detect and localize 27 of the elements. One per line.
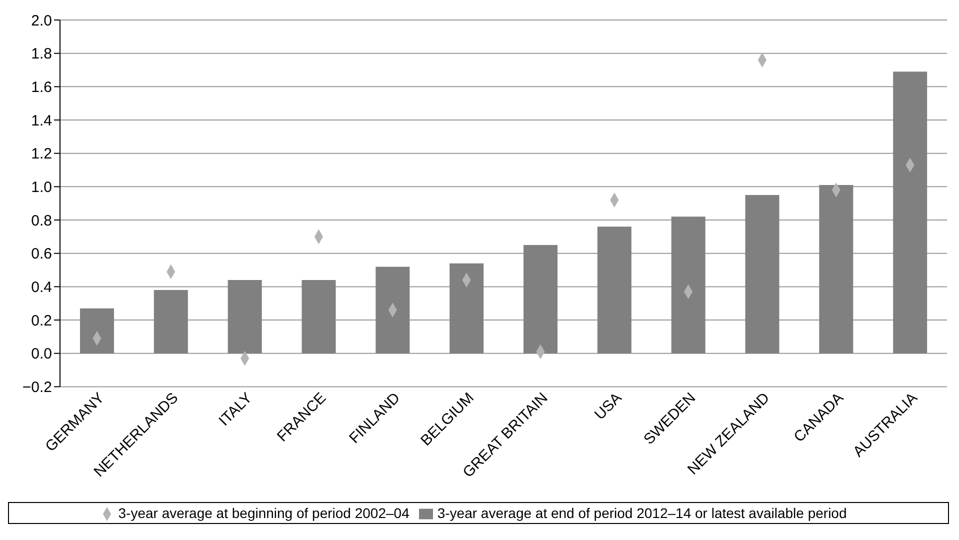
bar [524, 245, 558, 354]
legend-label: 3-year average at beginning of period 2002–04 [118, 504, 410, 521]
y-tick-label: 1.2 [31, 146, 52, 163]
bar [450, 263, 484, 354]
y-tick-label: 1.4 [31, 112, 52, 130]
bar [671, 216, 706, 354]
bar [228, 280, 262, 354]
y-tick-label: 0.2 [31, 312, 52, 330]
y-tick-label: 1.6 [31, 79, 52, 96]
legend-label: 3-year average at end of period 2012–14 or latest available period [437, 504, 847, 521]
bar [80, 308, 114, 354]
bar [154, 290, 188, 354]
y-tick-label: 1.0 [31, 179, 52, 196]
y-tick-label: 1.8 [31, 46, 52, 63]
bar [893, 72, 928, 354]
y-tick-label: 0.0 [31, 346, 52, 363]
y-tick-label: −0.2 [22, 379, 52, 396]
bar [597, 226, 632, 354]
bar [376, 266, 410, 354]
bar [819, 185, 854, 354]
bar [745, 195, 780, 354]
y-tick-label: 2.0 [31, 12, 52, 30]
y-tick-label: 0.6 [31, 246, 52, 263]
y-tick-label: 0.4 [31, 279, 52, 296]
y-tick-label: 0.8 [31, 212, 52, 230]
x-tick-label: USA [591, 390, 626, 424]
bar [302, 280, 336, 354]
